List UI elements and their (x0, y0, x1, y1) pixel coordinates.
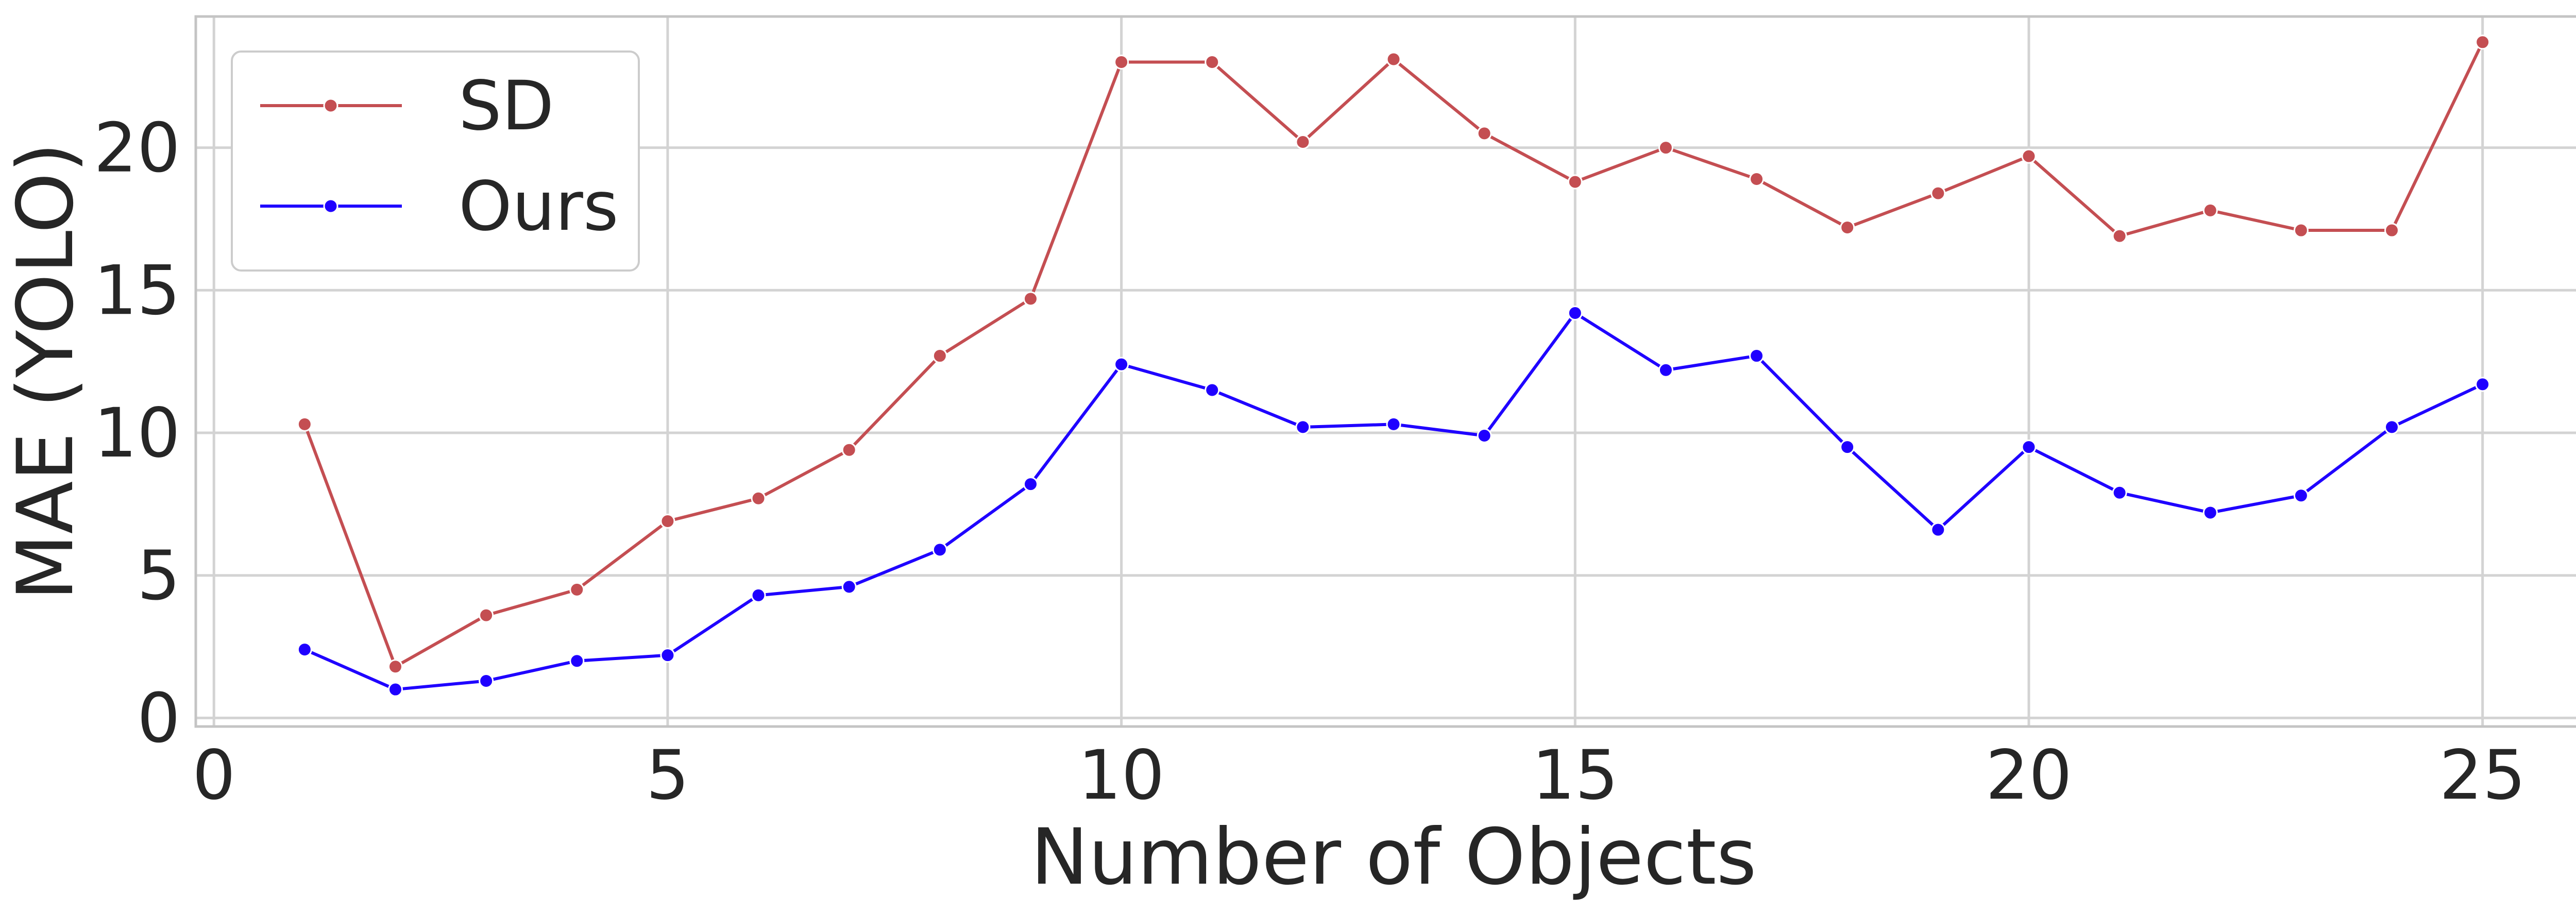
data-point (1386, 52, 1401, 67)
legend-marker (323, 98, 338, 113)
data-point (2112, 485, 2127, 500)
series-sd (297, 35, 2490, 674)
legend-entry: Ours (260, 167, 619, 246)
data-point (2384, 223, 2399, 238)
data-point (569, 582, 585, 597)
x-tick-label: 15 (1532, 736, 1618, 815)
data-point (569, 653, 585, 669)
data-point (1477, 428, 1492, 444)
data-point (2293, 223, 2309, 238)
data-point (297, 642, 312, 657)
data-point (1658, 140, 1673, 156)
y-axis-title: MAE (YOLO) (1, 142, 91, 600)
data-point (1205, 55, 1220, 70)
data-point (1205, 382, 1220, 398)
y-tick-label: 5 (137, 536, 180, 616)
x-tick-label: 20 (1986, 736, 2072, 815)
data-point (1023, 291, 1038, 307)
data-point (1840, 220, 1855, 235)
data-point (388, 659, 403, 674)
x-axis-title: Number of Objects (1030, 813, 1756, 902)
data-point (1295, 419, 1311, 435)
x-tick-label: 10 (1078, 736, 1165, 815)
data-point (932, 348, 947, 364)
data-point (2384, 419, 2399, 435)
legend-entry: SD (260, 66, 554, 146)
data-point (932, 542, 947, 558)
data-point (1477, 126, 1492, 141)
x-tick-label: 25 (2439, 736, 2526, 815)
data-point (2293, 488, 2309, 503)
data-point (2475, 35, 2490, 50)
series-group (297, 35, 2490, 697)
data-point (2021, 148, 2037, 164)
data-point (2112, 228, 2127, 244)
data-point (1749, 348, 1765, 364)
y-tick-label: 20 (94, 109, 180, 188)
data-point (1023, 477, 1038, 492)
legend-items: SD Ours (260, 66, 619, 246)
data-point (841, 579, 857, 595)
legend-label: SD (459, 66, 554, 146)
data-point (1295, 134, 1311, 150)
data-point (1114, 55, 1129, 70)
data-point (660, 648, 675, 663)
data-point (660, 514, 675, 529)
data-point (2202, 505, 2218, 520)
data-point (751, 587, 766, 603)
data-point (2202, 202, 2218, 218)
legend-label: Ours (459, 167, 619, 246)
data-point (1840, 440, 1855, 455)
tick-labels: 0 5 10 15 20 25 0 5 10 15 20 (94, 109, 2526, 815)
data-point (1749, 171, 1765, 187)
y-tick-label: 10 (94, 394, 180, 473)
x-tick-label: 5 (646, 736, 689, 815)
y-tick-label: 15 (94, 251, 180, 330)
data-point (388, 682, 403, 697)
data-point (479, 673, 494, 688)
data-point (1930, 185, 1946, 201)
data-point (1386, 416, 1401, 432)
legend: SD Ours (231, 50, 640, 272)
legend-marker (323, 198, 338, 214)
data-point (1658, 362, 1673, 378)
data-point (1114, 357, 1129, 372)
data-point (479, 607, 494, 623)
data-point (297, 416, 312, 432)
y-tick-label: 0 (137, 679, 180, 758)
x-tick-label: 0 (192, 736, 235, 815)
data-point (2475, 377, 2490, 392)
data-point (2021, 440, 2037, 455)
data-point (841, 442, 857, 458)
series-ours (297, 306, 2490, 697)
data-point (751, 491, 766, 506)
data-point (1567, 306, 1583, 321)
plot-frame (194, 15, 2576, 728)
data-point (1930, 522, 1946, 537)
data-point (1567, 174, 1583, 190)
